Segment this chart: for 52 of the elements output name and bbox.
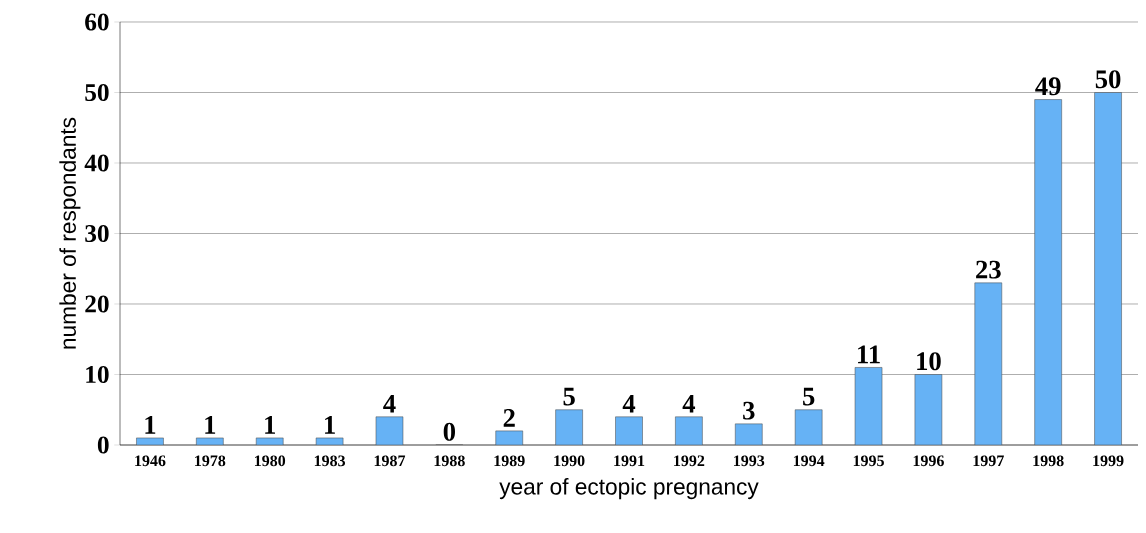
data-label: 10 <box>917 352 941 371</box>
y-tick-label: 30 <box>85 224 109 243</box>
data-label: 4 <box>682 394 696 413</box>
y-tick-label: 50 <box>85 83 109 102</box>
x-tick-label: 1988 <box>434 455 465 467</box>
data-label: 1 <box>265 416 275 434</box>
bar <box>854 367 883 445</box>
data-label: 11 <box>858 345 880 364</box>
x-tick-label: 1990 <box>554 455 585 467</box>
x-tick-label: 1989 <box>494 455 525 467</box>
x-tick-label: 1996 <box>913 455 944 467</box>
x-axis-title: year of ectopic pregnancy <box>499 478 759 500</box>
data-label: 0 <box>443 422 456 441</box>
x-tick-label: 1992 <box>674 455 705 467</box>
data-label: 3 <box>743 401 755 420</box>
y-tick-label: 0 <box>97 436 109 454</box>
bar <box>675 416 703 445</box>
bar <box>974 282 1003 445</box>
data-label: 23 <box>976 260 1001 279</box>
y-tick-label: 20 <box>85 295 109 313</box>
x-tick-label: 1946 <box>135 455 166 467</box>
bar <box>794 409 823 445</box>
x-tick-label: 1994 <box>793 455 825 467</box>
y-tick-label: 40 <box>84 154 109 172</box>
x-tick-label: 1978 <box>195 455 226 467</box>
bar <box>615 416 643 445</box>
data-label: 5 <box>563 387 575 406</box>
data-label: 1 <box>145 416 156 434</box>
x-tick-label: 1999 <box>1093 455 1124 467</box>
y-tick-label: 10 <box>86 365 109 384</box>
x-tick-label: 1997 <box>973 455 1004 467</box>
data-label: 49 <box>1035 77 1061 96</box>
data-label: 4 <box>622 394 636 413</box>
data-label: 50 <box>1095 70 1121 89</box>
bar <box>1034 99 1062 445</box>
x-tick-label: 1993 <box>734 455 765 467</box>
bar <box>555 409 583 445</box>
bar <box>914 374 943 445</box>
x-tick-label: 1995 <box>853 455 884 467</box>
data-label: 1 <box>205 416 216 434</box>
y-axis-title: number of respondants <box>59 117 81 349</box>
x-tick-label: 1983 <box>314 455 346 467</box>
data-label: 4 <box>383 394 396 413</box>
y-tick-label: 60 <box>85 13 109 31</box>
x-tick-label: 1987 <box>374 455 406 467</box>
data-label: 5 <box>803 387 815 406</box>
data-label: 2 <box>503 408 515 427</box>
x-tick-label: 1998 <box>1033 455 1064 467</box>
bar <box>1094 92 1122 445</box>
data-label: 1 <box>325 416 335 434</box>
x-tick-label: 1991 <box>614 455 645 467</box>
x-tick-label: 1980 <box>254 455 286 467</box>
